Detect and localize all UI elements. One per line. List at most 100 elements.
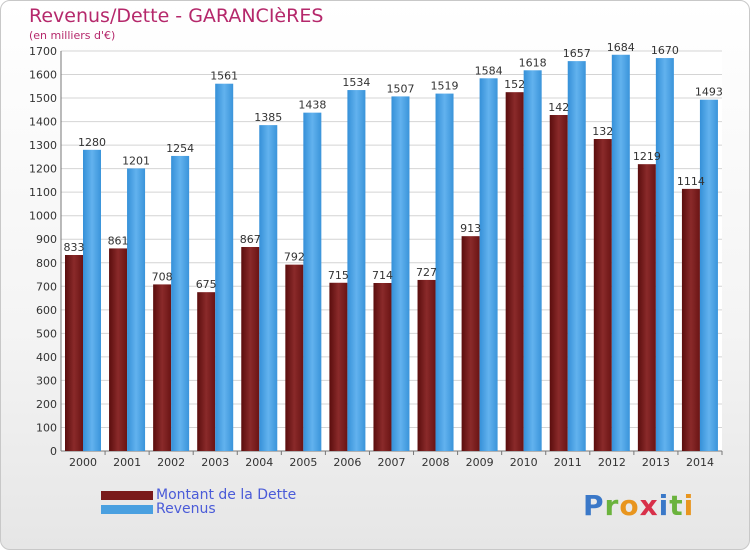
bar-revenue bbox=[479, 78, 498, 451]
bar-debt bbox=[153, 284, 172, 451]
data-label-debt: 708 bbox=[152, 270, 173, 283]
bar-debt bbox=[505, 92, 524, 452]
data-label-revenue: 1534 bbox=[342, 76, 370, 89]
data-label-revenue: 1561 bbox=[210, 70, 238, 83]
bar-debt bbox=[109, 248, 128, 451]
data-label-revenue: 1493 bbox=[695, 86, 723, 99]
x-tick-label: 2010 bbox=[510, 456, 538, 469]
proxiti-logo: Proxiti bbox=[583, 489, 694, 522]
data-label-revenue: 1684 bbox=[607, 41, 635, 54]
logo-letter: r bbox=[604, 489, 620, 522]
y-tick-label: 1000 bbox=[29, 210, 57, 223]
data-label-debt: 792 bbox=[284, 251, 305, 264]
data-label-debt: 1114 bbox=[677, 175, 705, 188]
bar-debt bbox=[65, 255, 83, 451]
data-label-revenue: 1438 bbox=[298, 99, 326, 112]
x-tick-label: 2014 bbox=[686, 456, 714, 469]
bar-debt bbox=[285, 264, 304, 451]
data-label-revenue: 1385 bbox=[254, 111, 282, 124]
data-label-revenue: 1254 bbox=[166, 142, 194, 155]
data-label-revenue: 1670 bbox=[651, 44, 679, 57]
y-tick-label: 300 bbox=[36, 374, 57, 387]
bar-debt bbox=[417, 279, 436, 451]
logo-letter: t bbox=[669, 489, 684, 522]
chart-subtitle: (en milliers d'€) bbox=[29, 29, 116, 42]
data-label-debt: 714 bbox=[372, 269, 393, 282]
x-tick-label: 2002 bbox=[157, 456, 185, 469]
logo-letter: P bbox=[583, 489, 605, 522]
data-label-revenue: 1519 bbox=[431, 80, 459, 93]
data-label-revenue: 1618 bbox=[519, 56, 547, 69]
chart-title: Revenus/Dette - GARANCIèRES bbox=[29, 5, 324, 27]
y-tick-label: 1200 bbox=[29, 163, 57, 176]
data-label-revenue: 1657 bbox=[563, 47, 591, 60]
y-tick-label: 200 bbox=[36, 398, 57, 411]
legend-label-revenue: Revenus bbox=[156, 501, 216, 517]
logo-letter: i bbox=[683, 489, 695, 522]
y-tick-label: 1500 bbox=[29, 92, 57, 105]
y-tick-label: 600 bbox=[36, 304, 57, 317]
x-tick-label: 2007 bbox=[378, 456, 406, 469]
bar-debt bbox=[593, 139, 612, 451]
data-label-revenue: 1201 bbox=[122, 154, 150, 167]
data-label-debt: 132 bbox=[592, 125, 613, 138]
legend-item-debt: Montant de la Dette bbox=[101, 487, 296, 503]
x-tick-label: 2003 bbox=[201, 456, 229, 469]
x-tick-label: 2006 bbox=[333, 456, 361, 469]
bar-revenue bbox=[567, 61, 586, 451]
bar-revenue bbox=[259, 125, 278, 451]
y-tick-label: 1100 bbox=[29, 186, 57, 199]
bar-revenue bbox=[699, 99, 718, 452]
data-label-debt: 1219 bbox=[633, 150, 661, 163]
data-label-debt: 861 bbox=[108, 234, 129, 247]
x-tick-label: 2009 bbox=[466, 456, 494, 469]
y-tick-label: 0 bbox=[50, 445, 57, 458]
data-label-debt: 867 bbox=[240, 233, 261, 246]
legend-swatch-revenue bbox=[101, 504, 153, 514]
bar-revenue bbox=[655, 58, 674, 451]
data-label-debt: 675 bbox=[196, 278, 217, 291]
bar-revenue bbox=[83, 149, 101, 451]
x-tick-label: 2012 bbox=[598, 456, 626, 469]
data-label-revenue: 1507 bbox=[386, 82, 414, 95]
bar-revenue bbox=[435, 93, 454, 452]
bar-revenue bbox=[171, 155, 190, 452]
legend-label-debt: Montant de la Dette bbox=[156, 487, 297, 503]
bar-debt bbox=[461, 236, 480, 451]
bar-debt bbox=[681, 188, 700, 451]
y-tick-label: 1400 bbox=[29, 116, 57, 129]
y-tick-label: 1600 bbox=[29, 69, 57, 82]
bar-debt bbox=[637, 164, 656, 452]
bar-revenue bbox=[611, 54, 630, 451]
bar-revenue bbox=[391, 96, 410, 451]
y-tick-label: 1700 bbox=[29, 45, 57, 58]
data-label-debt: 833 bbox=[64, 241, 85, 254]
y-tick-label: 100 bbox=[36, 421, 57, 434]
bar-revenue bbox=[127, 168, 146, 452]
legend-item-revenue: Revenus bbox=[101, 501, 216, 517]
x-tick-label: 2004 bbox=[245, 456, 273, 469]
logo-letter: i bbox=[658, 489, 670, 522]
x-tick-label: 2001 bbox=[113, 456, 141, 469]
bar-revenue bbox=[303, 112, 322, 451]
logo-letter: o bbox=[619, 489, 640, 522]
bar-debt bbox=[329, 282, 348, 451]
data-label-debt: 913 bbox=[460, 222, 481, 235]
bar-revenue bbox=[347, 90, 366, 451]
x-tick-label: 2005 bbox=[289, 456, 317, 469]
bar-debt bbox=[197, 292, 216, 451]
data-label-debt: 152 bbox=[504, 78, 525, 91]
y-tick-label: 800 bbox=[36, 257, 57, 270]
data-label-debt: 715 bbox=[328, 269, 349, 282]
x-tick-label: 2000 bbox=[69, 456, 97, 469]
data-label-revenue: 1584 bbox=[475, 64, 503, 77]
bar-debt bbox=[373, 283, 392, 451]
x-tick-label: 2011 bbox=[554, 456, 582, 469]
y-tick-label: 1300 bbox=[29, 139, 57, 152]
bar-debt bbox=[549, 115, 568, 451]
data-label-debt: 727 bbox=[416, 266, 437, 279]
x-tick-label: 2008 bbox=[422, 456, 450, 469]
y-tick-label: 500 bbox=[36, 327, 57, 340]
logo-letter: x bbox=[639, 489, 659, 522]
